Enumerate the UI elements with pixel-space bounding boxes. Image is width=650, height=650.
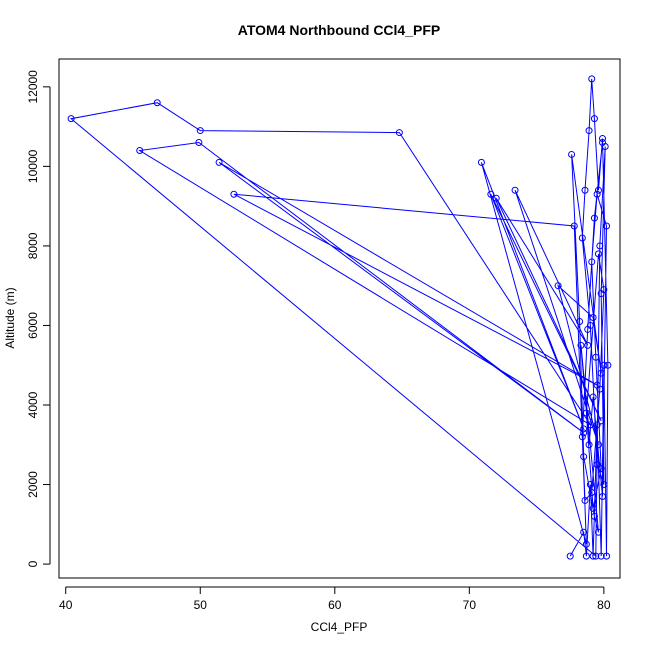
data-point xyxy=(589,552,597,560)
data-point xyxy=(492,194,500,202)
data-point xyxy=(195,139,203,147)
y-tick-label: 2000 xyxy=(26,471,40,498)
data-point xyxy=(582,552,590,560)
data-point xyxy=(588,258,596,266)
data-point xyxy=(603,222,611,230)
data-point xyxy=(590,512,598,520)
data-point xyxy=(600,481,608,489)
data-point xyxy=(136,146,144,154)
data-point xyxy=(594,250,602,258)
data-point xyxy=(590,214,598,222)
data-point xyxy=(582,540,590,548)
data-point xyxy=(588,75,596,83)
data-point xyxy=(577,341,585,349)
data-point xyxy=(477,158,485,166)
data-point xyxy=(597,417,605,425)
data-point xyxy=(589,393,597,401)
x-axis-label: CCl4_PFP xyxy=(311,620,368,634)
data-point xyxy=(593,461,601,469)
data-point xyxy=(580,425,588,433)
data-point xyxy=(600,361,608,369)
x-tick-label: 60 xyxy=(328,598,342,612)
y-tick-label: 12000 xyxy=(26,70,40,104)
data-point xyxy=(597,369,605,377)
data-point xyxy=(589,314,597,322)
data-point xyxy=(596,385,604,393)
y-axis: 0 2000 4000 6000 8000 10000 12000 xyxy=(26,70,51,567)
data-point xyxy=(597,552,605,560)
x-tick-label: 80 xyxy=(597,598,611,612)
data-point xyxy=(594,186,602,194)
x-tick-label: 50 xyxy=(194,598,208,612)
data-point xyxy=(580,528,588,536)
data-point xyxy=(584,341,592,349)
data-point xyxy=(581,496,589,504)
data-point xyxy=(566,552,574,560)
y-tick-label: 4000 xyxy=(26,391,40,418)
data-point xyxy=(570,222,578,230)
data-point xyxy=(568,150,576,158)
y-tick-label: 0 xyxy=(26,560,40,567)
series-layer xyxy=(67,75,612,560)
data-point xyxy=(592,353,600,361)
data-point xyxy=(487,190,495,198)
data-point xyxy=(581,186,589,194)
data-point xyxy=(592,552,600,560)
x-tick-label: 40 xyxy=(59,598,73,612)
chart-title: ATOM4 Northbound CCl4_PFP xyxy=(238,22,440,38)
data-point xyxy=(604,361,612,369)
data-point xyxy=(596,242,604,250)
data-point xyxy=(580,429,588,437)
data-point xyxy=(585,127,593,135)
data-point xyxy=(580,453,588,461)
series-line xyxy=(69,78,609,558)
data-point xyxy=(594,441,602,449)
data-point xyxy=(590,115,598,123)
x-tick-label: 70 xyxy=(463,598,477,612)
data-point xyxy=(584,325,592,333)
data-point xyxy=(511,186,519,194)
data-point xyxy=(603,552,611,560)
data-point xyxy=(600,286,608,294)
data-point xyxy=(594,528,602,536)
data-point xyxy=(597,465,605,473)
plot-frame xyxy=(58,58,621,579)
data-point xyxy=(395,129,403,137)
data-point xyxy=(554,282,562,290)
y-tick-label: 8000 xyxy=(26,232,40,259)
data-point xyxy=(588,488,596,496)
data-point xyxy=(230,190,238,198)
data-point xyxy=(589,504,597,512)
x-axis: 40 50 60 70 80 xyxy=(59,586,611,612)
data-point xyxy=(593,190,601,198)
data-point xyxy=(599,492,607,500)
data-point xyxy=(576,317,584,325)
data-point xyxy=(586,481,594,489)
data-point xyxy=(578,234,586,242)
y-tick-label: 6000 xyxy=(26,312,40,339)
data-point xyxy=(593,421,601,429)
data-point xyxy=(585,441,593,449)
data-point xyxy=(582,409,590,417)
data-point xyxy=(586,421,594,429)
data-point xyxy=(196,127,204,135)
data-point xyxy=(578,433,586,441)
data-point xyxy=(67,115,75,123)
y-axis-label: Altitude (m) xyxy=(3,287,17,348)
data-point xyxy=(153,99,161,107)
y-tick-label: 10000 xyxy=(26,149,40,183)
data-point xyxy=(215,158,223,166)
data-point xyxy=(599,135,607,143)
data-point xyxy=(599,139,607,147)
